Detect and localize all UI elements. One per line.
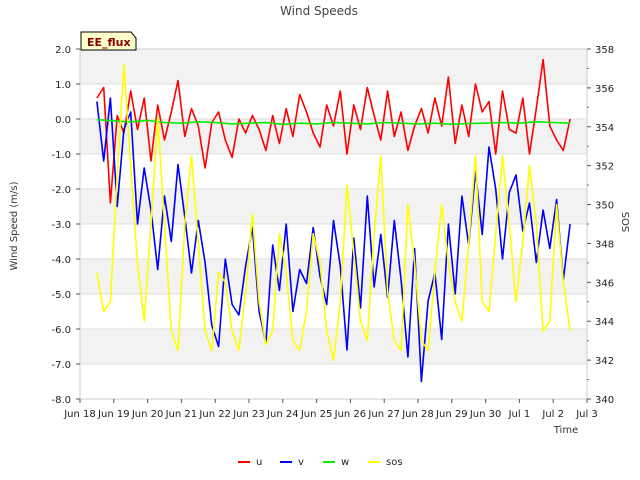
y-tick-label: -1.0 <box>51 150 71 161</box>
series-lines <box>96 58 571 383</box>
x-tick-label: Jun 21 <box>165 409 198 420</box>
y2-tick-label: 356 <box>595 84 614 95</box>
series-line-sos <box>96 63 571 361</box>
y2-tick-label: 352 <box>595 162 614 173</box>
legend-label-u: u <box>256 457 262 468</box>
station-label-box: EE_flux <box>80 31 137 51</box>
y-tick-label: 1.0 <box>55 80 71 91</box>
legend-label-w: w <box>341 457 349 468</box>
y2-tick-label: 342 <box>595 356 614 367</box>
x-tick-label: Jun 24 <box>266 409 299 420</box>
x-tick-label: Jul 1 <box>508 409 531 420</box>
y-tick-label: -4.0 <box>51 255 71 266</box>
x-tick-label: Jun 29 <box>435 409 468 420</box>
y-tick-label: 0.0 <box>55 115 71 126</box>
x-tick-label: Jun 23 <box>232 409 265 420</box>
y-axis-right: 358 356 354 352 350 348 346 344 342 340 <box>587 45 614 406</box>
x-tick-label: Jun 18 <box>63 409 96 420</box>
y2-tick-label: 358 <box>595 45 614 56</box>
y-tick-label: -5.0 <box>51 290 71 301</box>
x-tick-label: Jun 27 <box>367 409 400 420</box>
y-axis-title: Wind Speed (m/s) <box>9 181 20 270</box>
y2-tick-label: 348 <box>595 239 614 250</box>
background-band <box>80 49 587 84</box>
x-tick-label: Jun 30 <box>469 409 502 420</box>
x-tick-label: Jun 19 <box>97 409 130 420</box>
y-tick-label: -8.0 <box>51 395 71 406</box>
x-axis: Jun 18 Jun 19 Jun 20 Jun 21 Jun 22 Jun 23 Jun … <box>63 399 598 420</box>
x-tick-label: Jun 28 <box>401 409 434 420</box>
x-tick-label: Jul 3 <box>575 409 598 420</box>
y2-tick-label: 346 <box>595 278 614 289</box>
series-line-u <box>96 58 571 204</box>
x-tick-label: Jul 2 <box>541 409 564 420</box>
y-tick-label: -7.0 <box>51 360 71 371</box>
y2-axis-title: SOS <box>621 212 632 233</box>
chart-title: Wind Speeds <box>280 4 358 18</box>
background-band <box>80 259 587 294</box>
legend-label-sos: sos <box>386 457 403 468</box>
legend-label-v: v <box>298 457 304 468</box>
background-band <box>80 189 587 224</box>
y2-tick-label: 344 <box>595 317 614 328</box>
x-tick-label: Jun 22 <box>198 409 231 420</box>
y2-tick-label: 340 <box>595 395 614 406</box>
y-axis-left: 2.0 1.0 0.0 -1.0 -2.0 -3.0 -4.0 -5.0 -6.0 -7.0 -8.… <box>51 45 80 406</box>
y-tick-label: 2.0 <box>55 45 71 56</box>
series-line-v <box>96 97 571 383</box>
x-tick-label: Jun 26 <box>334 409 367 420</box>
y-tick-label: -2.0 <box>51 185 71 196</box>
y2-tick-label: 354 <box>595 123 614 134</box>
x-axis-title: Time <box>553 425 578 436</box>
y2-tick-label: 350 <box>595 201 614 212</box>
y-tick-label: -6.0 <box>51 325 71 336</box>
plot-background-bands <box>80 49 587 364</box>
y-tick-label: -3.0 <box>51 220 71 231</box>
series-line-w <box>96 118 571 126</box>
x-tick-label: Jun 25 <box>300 409 333 420</box>
legend: u v w sos <box>238 457 403 468</box>
x-tick-label: Jun 20 <box>131 409 164 420</box>
station-label: EE_flux <box>87 36 131 49</box>
station-label-background <box>80 31 137 51</box>
